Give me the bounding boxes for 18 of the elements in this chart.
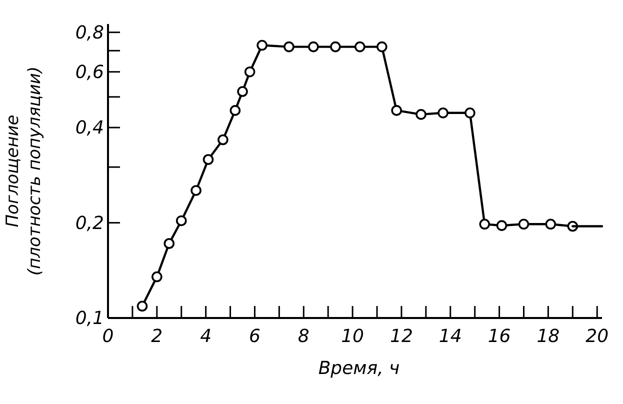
y-tick-label: 0,6 [75,62,104,83]
x-tick-label: 14 [438,326,462,347]
x-axis-title: Время, ч [318,358,400,379]
y-tick-label: 0,1 [75,308,104,329]
x-tick-label: 0 [102,326,114,347]
x-tick-label: 16 [488,326,511,347]
y-tick-label: 0,8 [75,22,104,44]
x-tick-label: 10 [341,326,364,347]
x-tick-label: 18 [536,326,560,347]
x-tick-label: 4 [200,326,212,347]
x-tick-label: 8 [298,326,310,347]
y-axis-title: Поглощение (плотность популяции) [3,66,45,276]
x-tick-label: 20 [586,326,609,347]
x-tick-label: 12 [390,326,413,347]
y-tick-label: 0,2 [75,212,104,234]
y-tick-label: 0,4 [75,118,104,139]
x-tick-label: 2 [151,326,163,347]
x-tick-label: 6 [249,326,260,347]
